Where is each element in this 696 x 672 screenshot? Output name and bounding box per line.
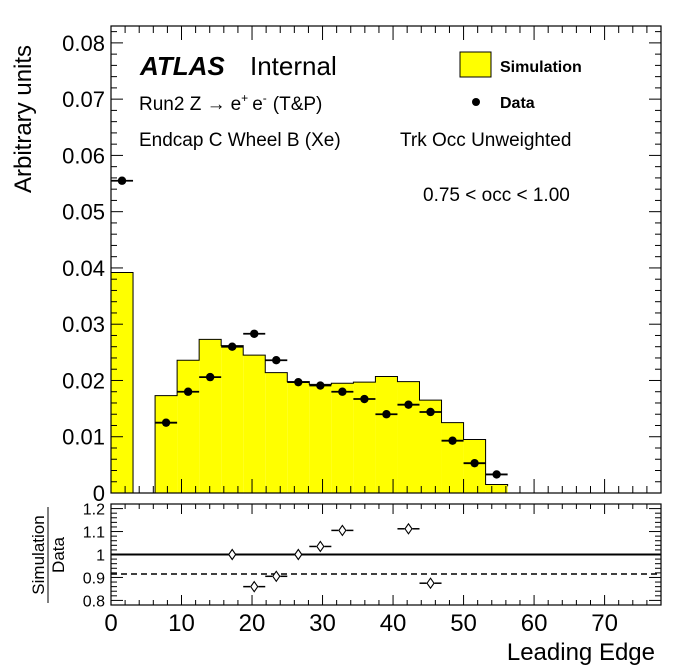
ratio-points: [221, 522, 442, 593]
ratio-point: [272, 570, 281, 583]
simulation-bar: [485, 484, 508, 493]
ratio-y-tick-label: 0.9: [83, 570, 105, 587]
ratio-y-tick-label: 1.1: [83, 525, 105, 542]
main-y-tick-label: 0.03: [62, 312, 105, 337]
data-points: [111, 176, 508, 479]
x-tick-label: 30: [309, 610, 336, 637]
simulation-bar: [287, 381, 310, 493]
simulation-bar: [441, 422, 464, 493]
data-point: [360, 394, 369, 404]
data-point: [183, 387, 193, 396]
data-point: [470, 458, 479, 468]
x-tick-label: 60: [521, 610, 548, 637]
ratio-point: [228, 548, 237, 561]
simulation-bar: [309, 384, 332, 493]
simulation-bar: [155, 395, 178, 493]
main-x-axis: [110, 26, 662, 493]
ratio-point: [316, 540, 325, 553]
data-point: [492, 470, 501, 479]
x-tick-label: 40: [380, 610, 407, 637]
simulation-bar: [221, 345, 244, 493]
data-point: [272, 356, 281, 365]
simulation-bar: [243, 355, 266, 493]
main-plot-frame: [110, 25, 662, 494]
occupancy-label: 0.75 < occ < 1.00: [423, 185, 570, 206]
simulation-bar: [397, 381, 420, 493]
data-point: [338, 387, 347, 396]
ratio-y-tick-label: 1.2: [83, 502, 105, 519]
simulation-bar: [353, 382, 376, 493]
data-point: [161, 418, 171, 427]
ratio-numerator-label: Simulation: [29, 515, 48, 594]
data-point: [448, 436, 457, 445]
simulation-bar: [331, 383, 354, 493]
main-y-axis: 0 0.01 0.02 0.03 0.04 0.05 0.06 0.07 0.08: [62, 31, 661, 506]
simulation-bar: [375, 376, 398, 493]
simulation-bar: [111, 272, 134, 493]
simulation-bar: [199, 339, 222, 493]
ratio-y-tick-label: 0.8: [83, 593, 105, 610]
ratio-point: [250, 580, 259, 593]
main-y-axis-title: Arbitrary units: [10, 45, 37, 193]
main-y-tick-label: 0: [93, 481, 105, 506]
region-label: Endcap C Wheel B (Xe): [139, 130, 341, 151]
main-y-tick-label: 0.06: [62, 143, 105, 168]
ratio-reference-lines: [111, 553, 661, 575]
internal-label: Internal: [250, 51, 337, 81]
data-point: [426, 407, 435, 417]
ratio-point: [404, 522, 413, 535]
x-tick-label: 20: [239, 610, 266, 637]
legend-data-label: Data: [500, 95, 535, 112]
legend-simulation-swatch: [459, 51, 492, 78]
x-axis-title: Leading Edge: [507, 639, 655, 666]
ratio-point: [426, 577, 435, 590]
data-point: [250, 329, 259, 338]
main-y-tick-label: 0.07: [62, 87, 105, 112]
atlas-label: ATLAS: [139, 51, 225, 81]
main-y-tick-label: 0.04: [62, 256, 105, 281]
main-panel: 00.010.020.030.040.050.060.070.08 ATLAS …: [10, 25, 662, 506]
ratio-panel: 0.8 0.9 1 1.1 1.2 0 10 20 30 40 50 60 70 Simulation…: [29, 502, 662, 666]
main-y-tick-label: 0.08: [62, 31, 105, 56]
data-point: [382, 410, 391, 419]
data-point: [205, 372, 215, 382]
x-tick-label: 50: [450, 610, 477, 637]
x-tick-label: 70: [591, 610, 618, 637]
simulation-bar: [177, 360, 200, 493]
ratio-x-axis: 0 10 20 30 40 50 60 70: [104, 504, 662, 637]
ratio-y-axis-title: Simulation Data: [29, 507, 68, 603]
data-point: [294, 377, 303, 387]
main-y-tick-label: 0.01: [62, 425, 105, 450]
data-point: [404, 400, 413, 409]
ratio-point: [294, 548, 303, 561]
ratio-denominator-label: Data: [49, 537, 68, 573]
simulation-bar: [265, 372, 288, 493]
data-point: [316, 381, 325, 390]
simulation-histogram: [110, 271, 509, 494]
simulation-bar: [419, 400, 442, 493]
x-tick-label: 0: [104, 610, 117, 637]
data-point: [117, 176, 127, 185]
weighting-label: Trk Occ Unweighted: [400, 130, 571, 151]
legend-data-marker: [472, 98, 480, 106]
x-tick-label: 10: [168, 610, 195, 637]
main-y-tick-label: 0.02: [62, 368, 105, 393]
main-y-tick-label: 0.05: [62, 200, 105, 225]
process-label: Run2 Z → e+ e- (T&P): [139, 91, 322, 115]
legend: Simulation Data: [459, 51, 582, 112]
legend-simulation-label: Simulation: [500, 59, 582, 76]
ratio-point: [338, 524, 347, 537]
ratio-y-tick-label: 1: [96, 548, 105, 565]
data-point: [227, 342, 237, 351]
ratio-y-axis: 0.8 0.9 1 1.1 1.2: [83, 502, 661, 610]
